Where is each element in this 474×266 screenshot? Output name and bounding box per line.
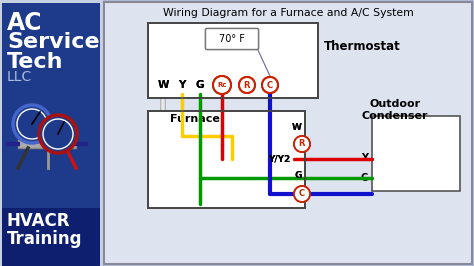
Circle shape (294, 136, 310, 152)
Circle shape (239, 77, 255, 93)
Text: C: C (267, 81, 273, 89)
Text: W: W (292, 123, 302, 132)
Text: Wiring Diagram for a Furnace and A/C System: Wiring Diagram for a Furnace and A/C Sys… (163, 8, 413, 18)
Text: C: C (299, 189, 305, 198)
Circle shape (294, 136, 310, 152)
Text: Tech: Tech (7, 52, 64, 72)
Text: G: G (295, 172, 302, 181)
Text: Y: Y (361, 153, 368, 163)
Text: Rc: Rc (217, 82, 227, 88)
Text: Training: Training (7, 230, 82, 248)
Text: C: C (267, 81, 273, 89)
Text: Service: Service (7, 32, 100, 52)
Text: Outdoor: Outdoor (369, 99, 420, 109)
FancyBboxPatch shape (2, 3, 100, 208)
Text: R: R (299, 139, 305, 148)
Text: 70° F: 70° F (219, 34, 245, 44)
Text: Y: Y (178, 80, 186, 90)
FancyBboxPatch shape (2, 208, 100, 266)
Text: Rc: Rc (217, 82, 227, 88)
Text: R: R (244, 81, 250, 89)
FancyBboxPatch shape (18, 139, 76, 148)
Text: G: G (295, 172, 302, 181)
FancyBboxPatch shape (206, 28, 258, 49)
Text: W: W (157, 80, 169, 90)
Text: Furnace: Furnace (170, 114, 220, 124)
Circle shape (294, 186, 310, 202)
Circle shape (213, 76, 231, 94)
Circle shape (213, 76, 231, 94)
Text: Y: Y (178, 80, 186, 90)
FancyBboxPatch shape (148, 111, 305, 208)
Text: Y/Y2: Y/Y2 (268, 155, 290, 164)
FancyBboxPatch shape (148, 23, 318, 98)
Text: Y/Y2: Y/Y2 (268, 155, 290, 164)
Text: Condenser: Condenser (362, 111, 428, 121)
FancyBboxPatch shape (372, 116, 460, 191)
Text: HVACR: HVACR (7, 212, 71, 230)
Circle shape (39, 115, 77, 153)
Text: R: R (299, 139, 305, 148)
Text: W: W (157, 80, 169, 90)
FancyBboxPatch shape (0, 0, 103, 266)
Text: C: C (299, 189, 305, 198)
Circle shape (13, 105, 51, 143)
Text: Thermostat: Thermostat (324, 39, 401, 52)
Circle shape (262, 77, 278, 93)
Text: 70° F: 70° F (219, 34, 245, 44)
Text: AC: AC (7, 11, 43, 35)
Text: G: G (196, 80, 204, 90)
Text: R: R (244, 81, 250, 89)
Text: W: W (292, 123, 302, 132)
Text: C: C (361, 173, 368, 183)
Text: LLC: LLC (7, 70, 32, 84)
Circle shape (239, 77, 255, 93)
Text: G: G (196, 80, 204, 90)
Circle shape (262, 77, 278, 93)
FancyBboxPatch shape (206, 28, 258, 49)
FancyBboxPatch shape (104, 2, 472, 264)
Circle shape (294, 186, 310, 202)
